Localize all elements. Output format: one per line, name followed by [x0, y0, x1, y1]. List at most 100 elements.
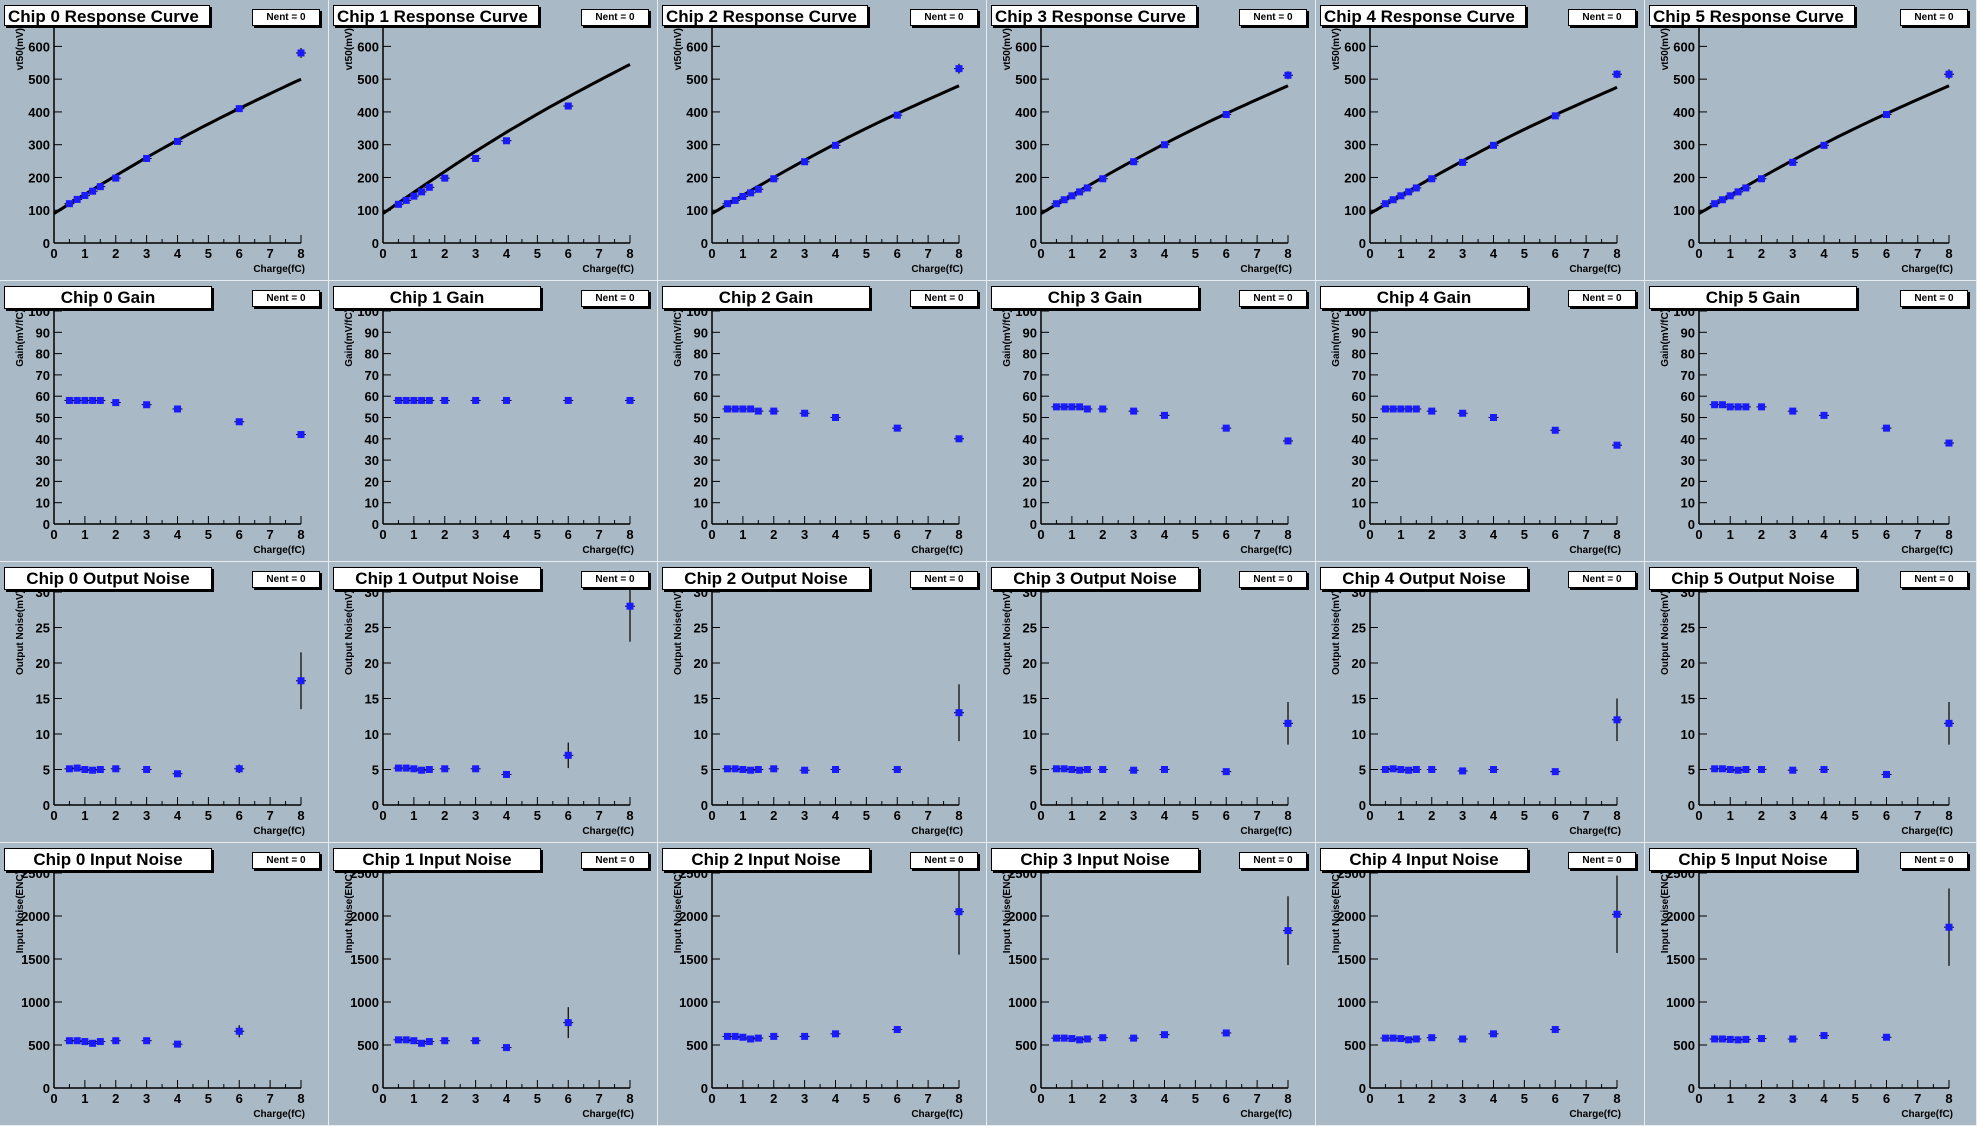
data-point	[410, 765, 418, 773]
x-tick-label: 4	[1490, 527, 1498, 542]
x-tick-label: 7	[267, 246, 274, 261]
data-point	[564, 1019, 572, 1027]
data-point	[1758, 175, 1765, 183]
y-tick-label: 0	[1688, 517, 1695, 532]
data-point	[1742, 1035, 1750, 1043]
y-tick-label: 15	[694, 692, 708, 707]
data-point	[1883, 1033, 1890, 1041]
x-tick-label: 2	[1758, 246, 1765, 261]
y-tick-label: 1000	[350, 995, 379, 1010]
data-point	[73, 195, 81, 203]
data-point	[1412, 405, 1420, 413]
data-point	[1052, 403, 1060, 411]
y-tick-label: 0	[701, 1081, 708, 1096]
y-tick-label: 600	[1344, 39, 1366, 54]
data-point	[1068, 766, 1076, 773]
chart-svg: 0 1 2 3 4 5 6 7 8 0 100 200 300 400 500 600 Charge(fC) vt…	[344, 25, 634, 275]
x-tick-label: 5	[1521, 246, 1528, 261]
data-point	[1052, 765, 1060, 773]
x-tick-label: 6	[894, 246, 901, 261]
chart-svg: 0 1 2 3 4 5 6 7 80102030405060708090100Charge(fC…	[344, 304, 635, 556]
y-tick-label: 70	[36, 368, 50, 383]
data-point	[1161, 411, 1168, 419]
data-point	[1726, 1035, 1734, 1043]
x-tick-label: 1	[739, 1091, 746, 1106]
y-tick-label: 1500	[1666, 952, 1695, 967]
data-point	[770, 175, 778, 183]
data-point	[754, 185, 762, 193]
x-tick-label: 6	[1883, 246, 1890, 261]
data-point	[81, 396, 89, 404]
x-tick-label: 8	[297, 246, 304, 261]
stats-box: Nent = 0	[1568, 571, 1636, 588]
x-tick-label: 0	[1366, 808, 1373, 823]
y-tick-label: 0	[43, 236, 50, 251]
data-point	[832, 1030, 839, 1038]
y-tick-label: 10	[1023, 727, 1037, 742]
x-tick-label: 6	[236, 1091, 243, 1106]
x-axis-label: Charge(fC)	[1240, 545, 1292, 556]
x-tick-label: 7	[596, 246, 603, 261]
data-point	[801, 1032, 809, 1040]
x-tick-label: 3	[1789, 808, 1796, 823]
y-tick-label: 200	[1673, 170, 1695, 185]
y-axis-label: Output Noise(mV)	[1660, 590, 1671, 675]
data-point	[1130, 1034, 1138, 1042]
x-tick-label: 4	[832, 246, 840, 261]
x-tick-label: 3	[1459, 808, 1466, 823]
x-tick-label: 7	[1914, 246, 1921, 261]
y-axis-label: Output Noise(mV)	[673, 590, 684, 675]
chart-pad-gain-chip4: 0 1 2 3 4 5 6 7 8 0 10 20 30 40 50 60 70 80 90 100 Charge(fC…	[1316, 281, 1645, 562]
chart-svg: 0 1 2 3 4 5 6 7 805001000150020002500Charge(fC)I…	[15, 866, 305, 1120]
x-tick-label: 5	[863, 808, 870, 823]
y-tick-label: 200	[1015, 170, 1037, 185]
y-tick-label: 10	[36, 496, 50, 511]
y-tick-label: 1000	[1008, 995, 1037, 1010]
y-tick-label: 0	[43, 517, 50, 532]
data-point	[394, 764, 402, 772]
data-point	[1551, 112, 1559, 120]
data-point	[739, 405, 747, 413]
y-axis-label: Gain(mV/fC)	[1002, 309, 1013, 367]
data-point	[1945, 70, 1953, 78]
y-tick-label: 40	[1681, 432, 1695, 447]
y-tick-label: 10	[1352, 496, 1366, 511]
data-point	[1389, 196, 1397, 204]
y-tick-label: 30	[1352, 453, 1366, 468]
x-tick-label: 1	[1068, 246, 1075, 261]
y-tick-label: 15	[36, 692, 50, 707]
x-tick-label: 8	[955, 527, 962, 542]
data-point	[1083, 405, 1091, 413]
x-tick-label: 8	[1945, 1091, 1952, 1106]
y-tick-label: 0	[1359, 236, 1366, 251]
y-tick-label: 60	[36, 389, 50, 404]
y-tick-label: 0	[1359, 798, 1366, 813]
x-tick-label: 0	[1037, 1091, 1044, 1106]
y-tick-label: 50	[36, 411, 50, 426]
data-point	[1734, 766, 1742, 774]
y-tick-label: 0	[372, 798, 379, 813]
x-tick-label: 1	[81, 527, 88, 542]
y-tick-label: 15	[1681, 692, 1695, 707]
data-point	[1389, 405, 1397, 413]
y-tick-label: 0	[701, 236, 708, 251]
y-tick-label: 80	[1681, 347, 1695, 362]
data-point	[1412, 184, 1420, 192]
data-point	[893, 1026, 901, 1034]
data-point	[418, 1039, 426, 1047]
x-tick-label: 1	[1068, 808, 1075, 823]
chart-title: Chip 4 Output Noise	[1320, 567, 1528, 590]
chart-svg: 0 1 2 3 4 5 6 7 80102030405060708090100Charge(fC…	[1660, 304, 1954, 556]
y-tick-label: 1000	[21, 995, 50, 1010]
data-point	[1945, 719, 1953, 727]
x-tick-label: 5	[1852, 527, 1859, 542]
y-tick-label: 20	[1023, 656, 1037, 671]
y-tick-label: 1500	[21, 952, 50, 967]
y-tick-label: 80	[694, 347, 708, 362]
x-axis-label: Charge(fC)	[253, 545, 305, 556]
y-axis-label: Gain(mV/fC)	[673, 309, 684, 367]
data-point	[1397, 1035, 1405, 1043]
y-tick-label: 300	[1673, 138, 1695, 153]
data-point	[410, 1037, 418, 1045]
